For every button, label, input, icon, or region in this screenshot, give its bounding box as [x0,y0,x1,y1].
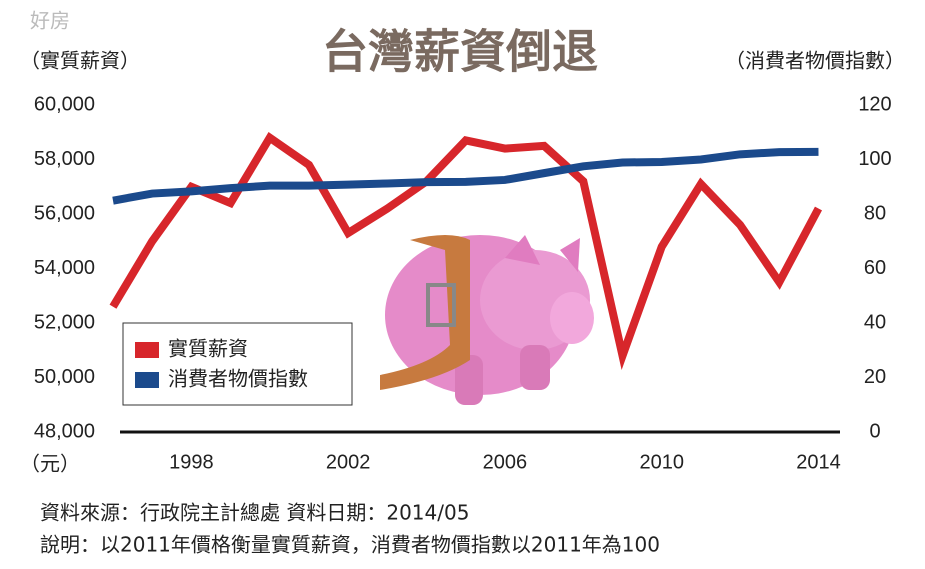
y-tick-label: 50,000 [34,366,95,388]
y2-tick-label: 0 [869,420,880,442]
x-tick-label: 1998 [169,451,214,473]
legend-swatch [135,342,159,358]
y2-axis-label: （消費者物價指數） [725,49,905,73]
legend-label: 消費者物價指數 [168,367,308,391]
y2-tick-label: 60 [864,257,886,279]
legend-box [122,322,353,406]
y-tick-label: 52,000 [34,311,95,333]
y2-tick-label: 100 [858,148,891,170]
note: 說明：以2011年價格衡量實質薪資，消費者物價指數以2011年為100 [40,533,660,557]
chart-title: 台灣薪資倒退 [322,25,598,79]
y-tick-label: 54,000 [34,257,95,279]
y2-tick-label: 80 [864,202,886,224]
legend-swatch [135,372,159,388]
source: 資料來源：行政院主計總處 資料日期：2014/05 [40,501,469,525]
x-tick-label: 2006 [483,451,528,473]
y-tick-label: 48,000 [34,420,95,442]
y2-tick-label: 20 [864,366,886,388]
series-line [109,131,823,370]
x-tick-label: 2002 [326,451,371,473]
y-axis-label: （實質薪資） [20,49,140,73]
y-unit: （元） [20,452,80,476]
logo: 好房 [30,9,70,33]
x-tick-label: 2014 [796,451,841,473]
legend-label: 實質薪資 [168,337,248,361]
y-tick-label: 56,000 [34,202,95,224]
pig-illustration [380,235,594,405]
x-tick-label: 2010 [639,451,684,473]
series-line [112,147,819,205]
y-tick-label: 60,000 [34,93,95,115]
y2-tick-label: 40 [864,311,886,333]
y-tick-label: 58,000 [34,148,95,170]
y2-tick-label: 120 [858,93,891,115]
